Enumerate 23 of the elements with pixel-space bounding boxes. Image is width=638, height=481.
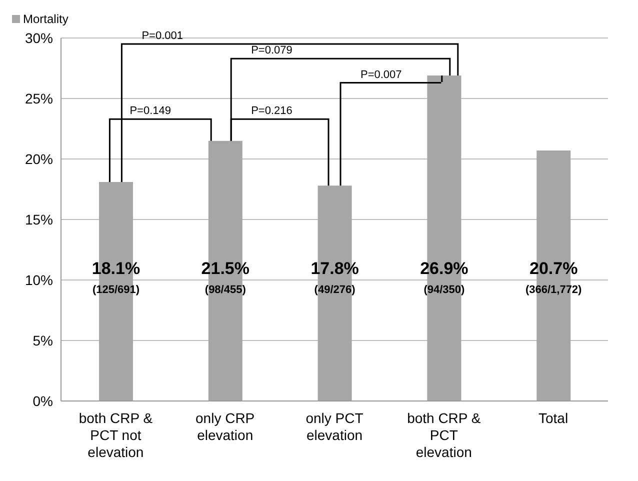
annotation: P=0.079 [251, 44, 292, 57]
x-tick-label: only PCT elevation [306, 410, 364, 443]
x-tick-label: both CRP & PCT elevation [407, 410, 482, 460]
y-tick-label: 20% [24, 150, 53, 167]
y-tick-label: 5% [32, 332, 53, 348]
legend-label: Mortality [23, 12, 68, 26]
x-tick-label: only CRP elevation [196, 410, 255, 443]
y-tick-label: 0% [32, 392, 53, 409]
annotation: P=0.216 [251, 105, 292, 118]
data-label: 21.5% (98/455) [201, 258, 250, 296]
x-tick-label: Total [538, 410, 568, 426]
data-label: 26.9% (94/350) [420, 258, 468, 296]
annotation: P=0.001 [142, 30, 183, 42]
data-label: 18.1% (125/691) [92, 258, 140, 296]
annotation: P=0.149 [130, 105, 171, 118]
data-label: 20.7% (366/1,772) [525, 258, 582, 296]
annotation: P=0.007 [360, 68, 402, 81]
data-label: 17.8% (49/276) [310, 258, 359, 296]
x-tick-label: both CRP & PCT not elevation [78, 410, 154, 460]
y-tick-label: 15% [24, 211, 53, 228]
y-tick-label: 30% [24, 30, 53, 46]
y-tick-label: 25% [24, 90, 53, 106]
y-tick-label: 10% [24, 272, 53, 288]
